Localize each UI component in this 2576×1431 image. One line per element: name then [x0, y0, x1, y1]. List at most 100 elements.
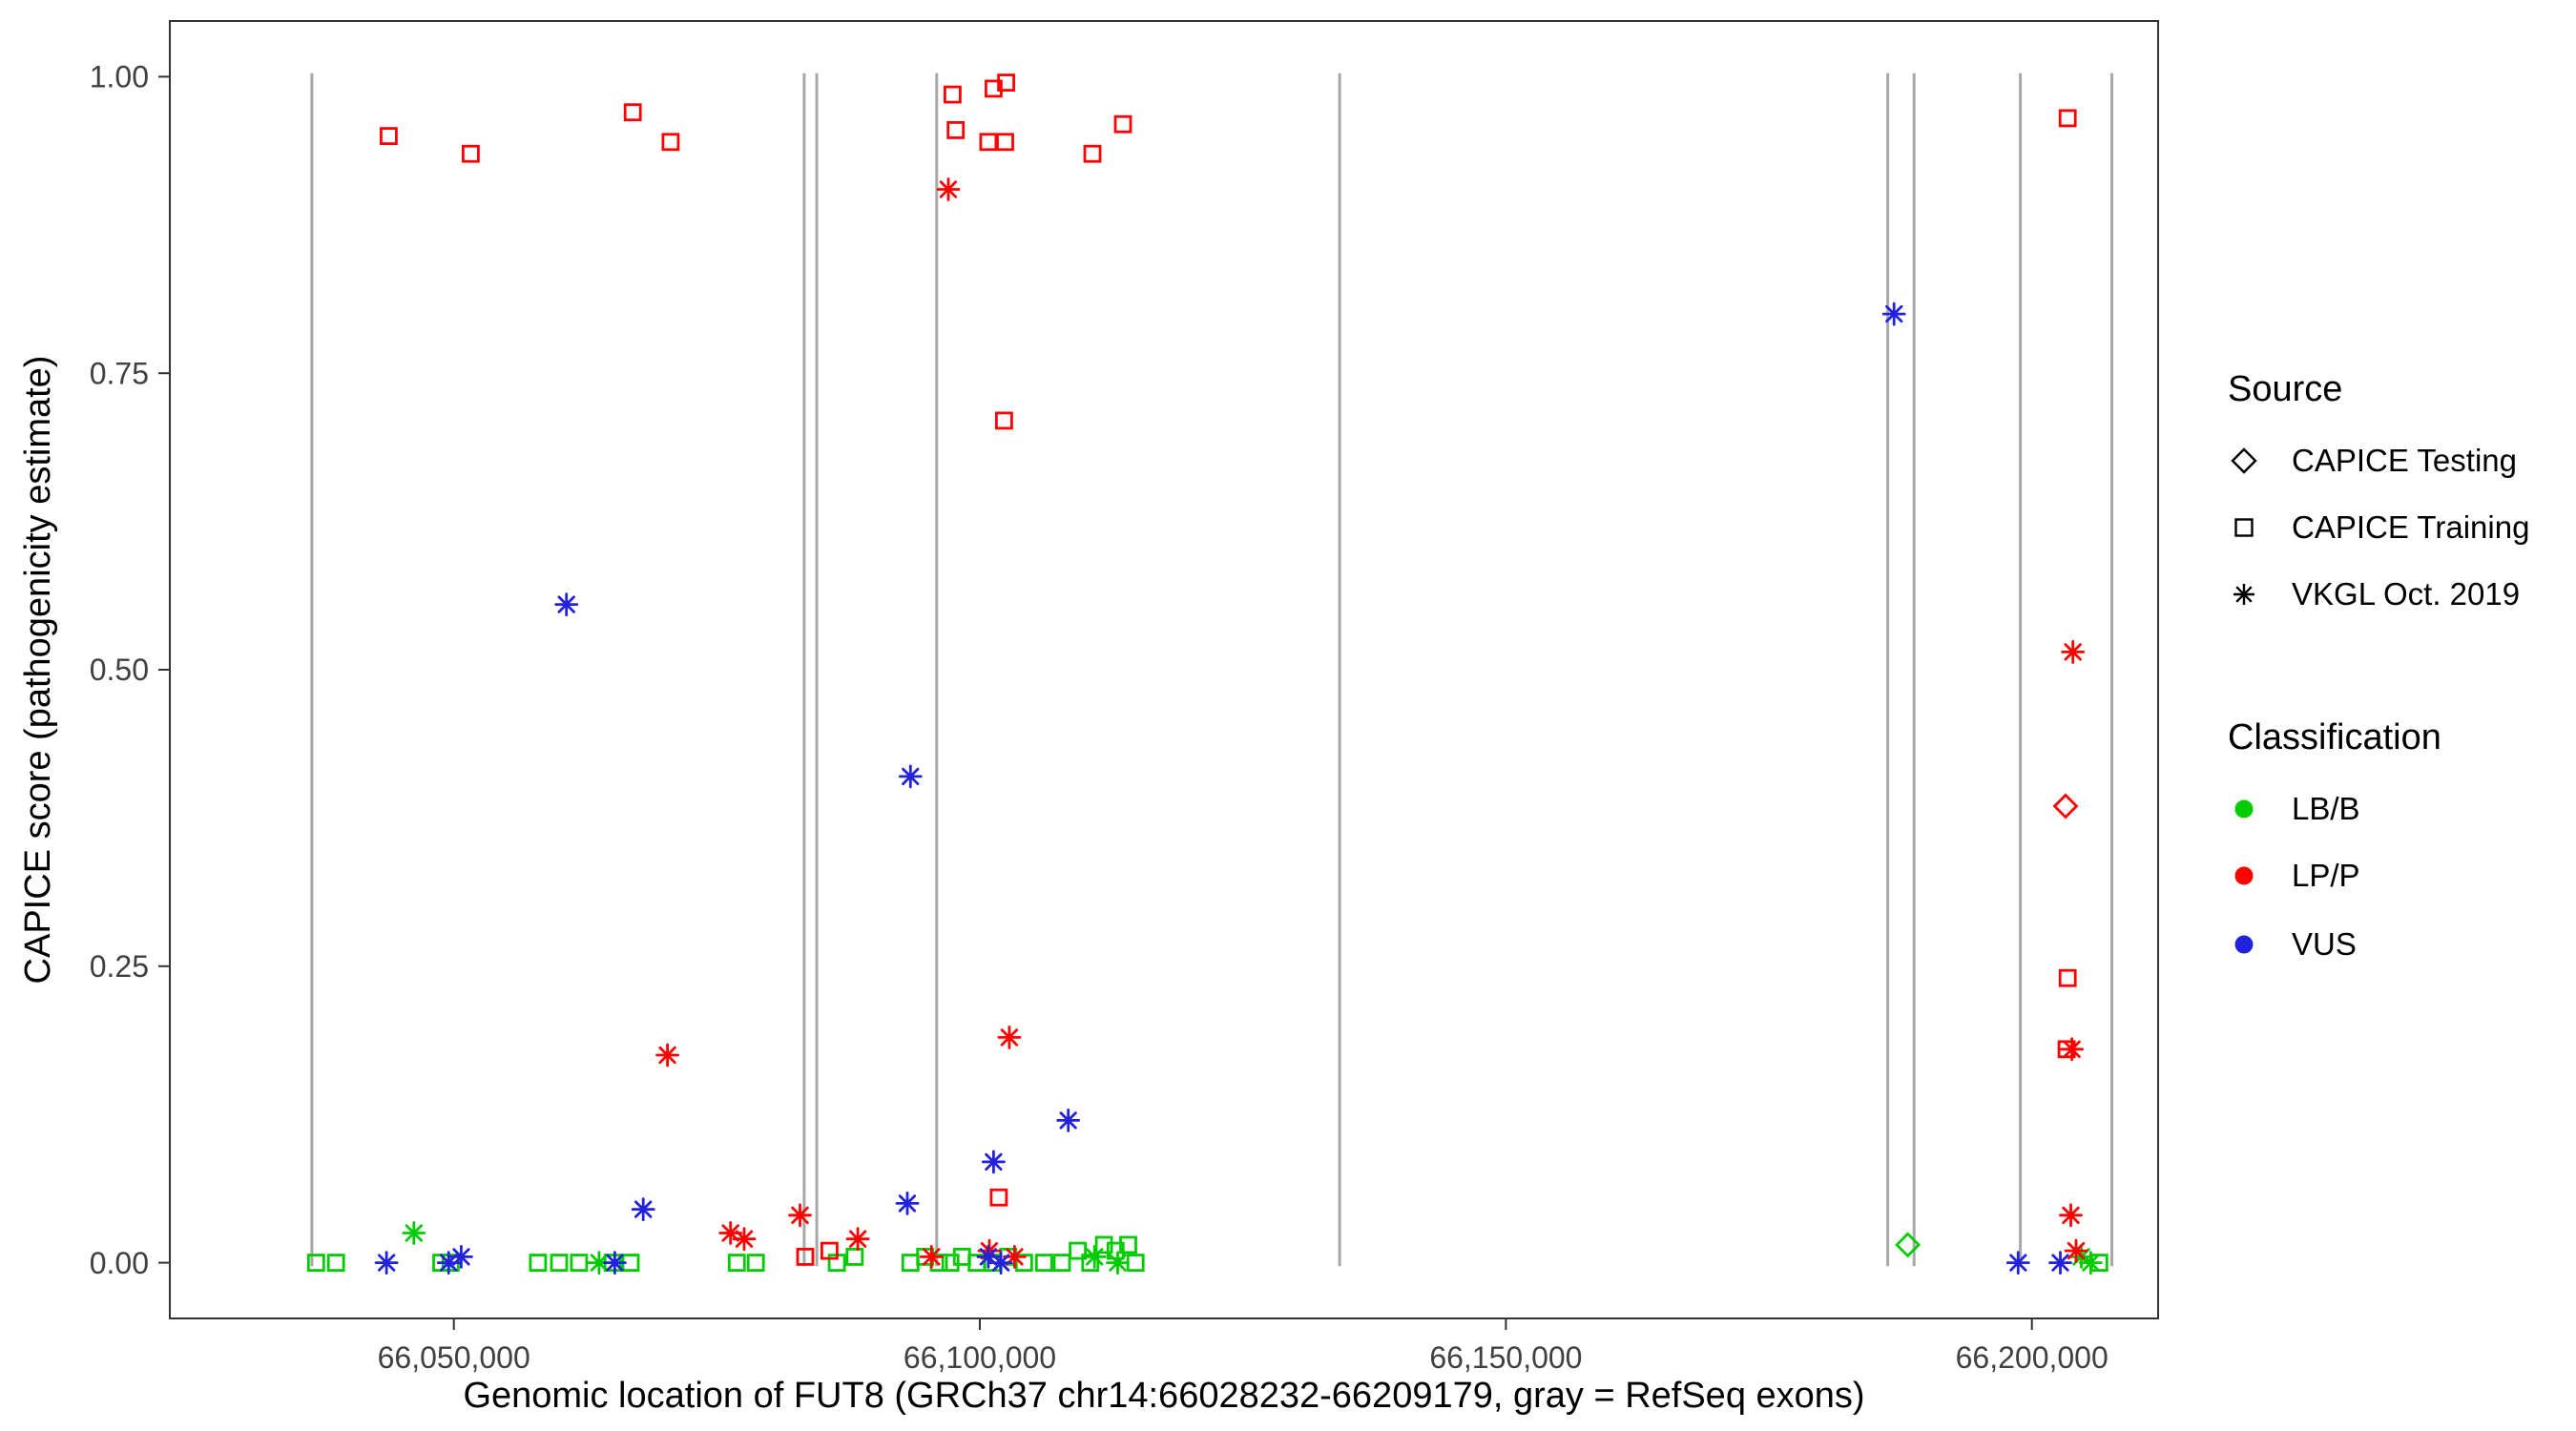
x-tick-label: 66,050,000 — [378, 1340, 530, 1375]
data-point-square — [1081, 1254, 1100, 1272]
data-point-diamond — [2052, 793, 2079, 819]
legend: Source CAPICE Testing CAPICE Training VK… — [2228, 369, 2529, 962]
y-axis-title: CAPICE score (pathogenicity estimate) — [18, 356, 58, 985]
y-tick-label: 0.50 — [90, 653, 149, 687]
data-point-asterisk — [982, 1150, 1006, 1174]
data-point-square — [1106, 1241, 1125, 1260]
data-point-asterisk — [2005, 1251, 2030, 1275]
data-point-asterisk — [554, 592, 579, 616]
legend-item-label: CAPICE Testing — [2292, 443, 2517, 478]
data-point-square — [2058, 109, 2077, 128]
legend-item-vus: VUS — [2234, 926, 2357, 962]
plot-panel-border — [169, 20, 2159, 1319]
legend-item-label: VKGL Oct. 2019 — [2292, 576, 2520, 612]
data-point-square — [979, 133, 998, 152]
legend-item-capice-training: CAPICE Training — [2234, 509, 2529, 545]
data-point-asterisk — [1082, 1245, 1107, 1269]
y-axis: 0.00 0.25 0.50 0.75 1.00 — [90, 60, 170, 1280]
legend-item-label: LB/B — [2292, 791, 2360, 826]
data-points — [306, 73, 2109, 1275]
data-point-square — [1113, 114, 1132, 134]
data-point-asterisk — [1003, 1245, 1027, 1269]
square-icon — [2234, 518, 2254, 537]
data-point-square — [2058, 968, 2077, 987]
data-point-square — [901, 1254, 920, 1272]
data-point-square — [996, 133, 1014, 152]
data-point-square — [796, 1248, 815, 1266]
diamond-icon — [2231, 447, 2257, 474]
data-point-square — [746, 1254, 765, 1272]
data-point-asterisk — [718, 1221, 743, 1245]
y-tick-label: 0.25 — [90, 949, 149, 984]
lpp-color-dot-icon — [2234, 866, 2254, 885]
data-point-square — [1094, 1235, 1113, 1255]
data-point-asterisk — [374, 1251, 399, 1275]
data-point-square — [379, 127, 398, 146]
data-point-asterisk — [2059, 1203, 2083, 1228]
data-point-asterisk — [919, 1245, 944, 1269]
legend-item-label: CAPICE Training — [2292, 509, 2529, 545]
data-point-square — [821, 1241, 839, 1260]
lbb-color-dot-icon — [2234, 799, 2254, 819]
asterisk-icon — [2233, 584, 2254, 605]
data-point-square — [941, 1254, 960, 1272]
data-point-asterisk — [845, 1227, 870, 1252]
x-axis: 66,050,000 66,100,000 66,150,000 66,200,000 — [378, 1318, 2109, 1375]
legend-classification-title: Classification — [2228, 717, 2441, 757]
legend-item-label: VUS — [2292, 926, 2357, 962]
data-point-diamond — [1895, 1232, 1922, 1258]
x-tick-label: 66,150,000 — [1429, 1340, 1582, 1375]
data-point-square — [1126, 1254, 1145, 1272]
data-point-asterisk — [2061, 640, 2086, 664]
data-point-asterisk — [732, 1227, 757, 1252]
data-point-asterisk — [898, 764, 923, 789]
data-point-square — [985, 79, 1003, 98]
data-point-square — [946, 120, 966, 139]
data-point-asterisk — [655, 1043, 679, 1068]
data-point-square — [1034, 1254, 1053, 1272]
data-point-square — [727, 1254, 746, 1272]
data-point-square — [989, 1188, 1008, 1207]
data-point-square — [326, 1254, 345, 1272]
data-point-square — [997, 73, 1015, 92]
legend-item-lbb: LB/B — [2234, 791, 2360, 826]
data-point-square — [461, 144, 480, 163]
data-point-square — [529, 1254, 548, 1272]
data-point-asterisk — [997, 1026, 1022, 1049]
data-point-asterisk — [2079, 1251, 2103, 1275]
legend-item-capice-testing: CAPICE Testing — [2231, 443, 2517, 478]
legend-item-lpp: LP/P — [2234, 858, 2360, 893]
data-point-asterisk — [2060, 1037, 2084, 1062]
data-point-asterisk — [936, 177, 961, 201]
data-point-asterisk — [603, 1251, 627, 1275]
data-point-square — [995, 411, 1013, 430]
data-point-square — [1014, 1254, 1033, 1272]
data-point-square — [1052, 1254, 1071, 1272]
legend-source-title: Source — [2228, 369, 2342, 409]
y-tick-label: 0.75 — [90, 356, 149, 390]
data-point-square — [1069, 1241, 1087, 1260]
data-point-asterisk — [449, 1245, 473, 1269]
data-point-asterisk — [1881, 301, 1906, 326]
x-tick-label: 66,200,000 — [1956, 1340, 2109, 1375]
data-point-asterisk — [788, 1203, 812, 1228]
x-tick-label: 66,100,000 — [904, 1340, 1056, 1375]
data-point-square — [952, 1248, 971, 1266]
vus-color-dot-icon — [2234, 935, 2254, 954]
data-point-asterisk — [2048, 1251, 2072, 1275]
y-tick-label: 0.00 — [90, 1246, 149, 1280]
y-tick-label: 1.00 — [90, 60, 149, 94]
data-point-asterisk — [988, 1251, 1013, 1275]
data-point-square — [845, 1248, 864, 1266]
data-point-square — [661, 133, 680, 152]
data-point-asterisk — [2064, 1238, 2088, 1263]
data-point-square — [570, 1254, 589, 1272]
data-point-square — [1083, 144, 1102, 163]
data-point-asterisk — [1106, 1251, 1130, 1275]
data-point-asterisk — [895, 1192, 920, 1215]
data-point-square — [1119, 1235, 1137, 1255]
data-point-square — [306, 1254, 325, 1272]
data-point-asterisk — [402, 1221, 426, 1245]
x-axis-title: Genomic location of FUT8 (GRCh37 chr14:6… — [463, 1376, 1864, 1416]
